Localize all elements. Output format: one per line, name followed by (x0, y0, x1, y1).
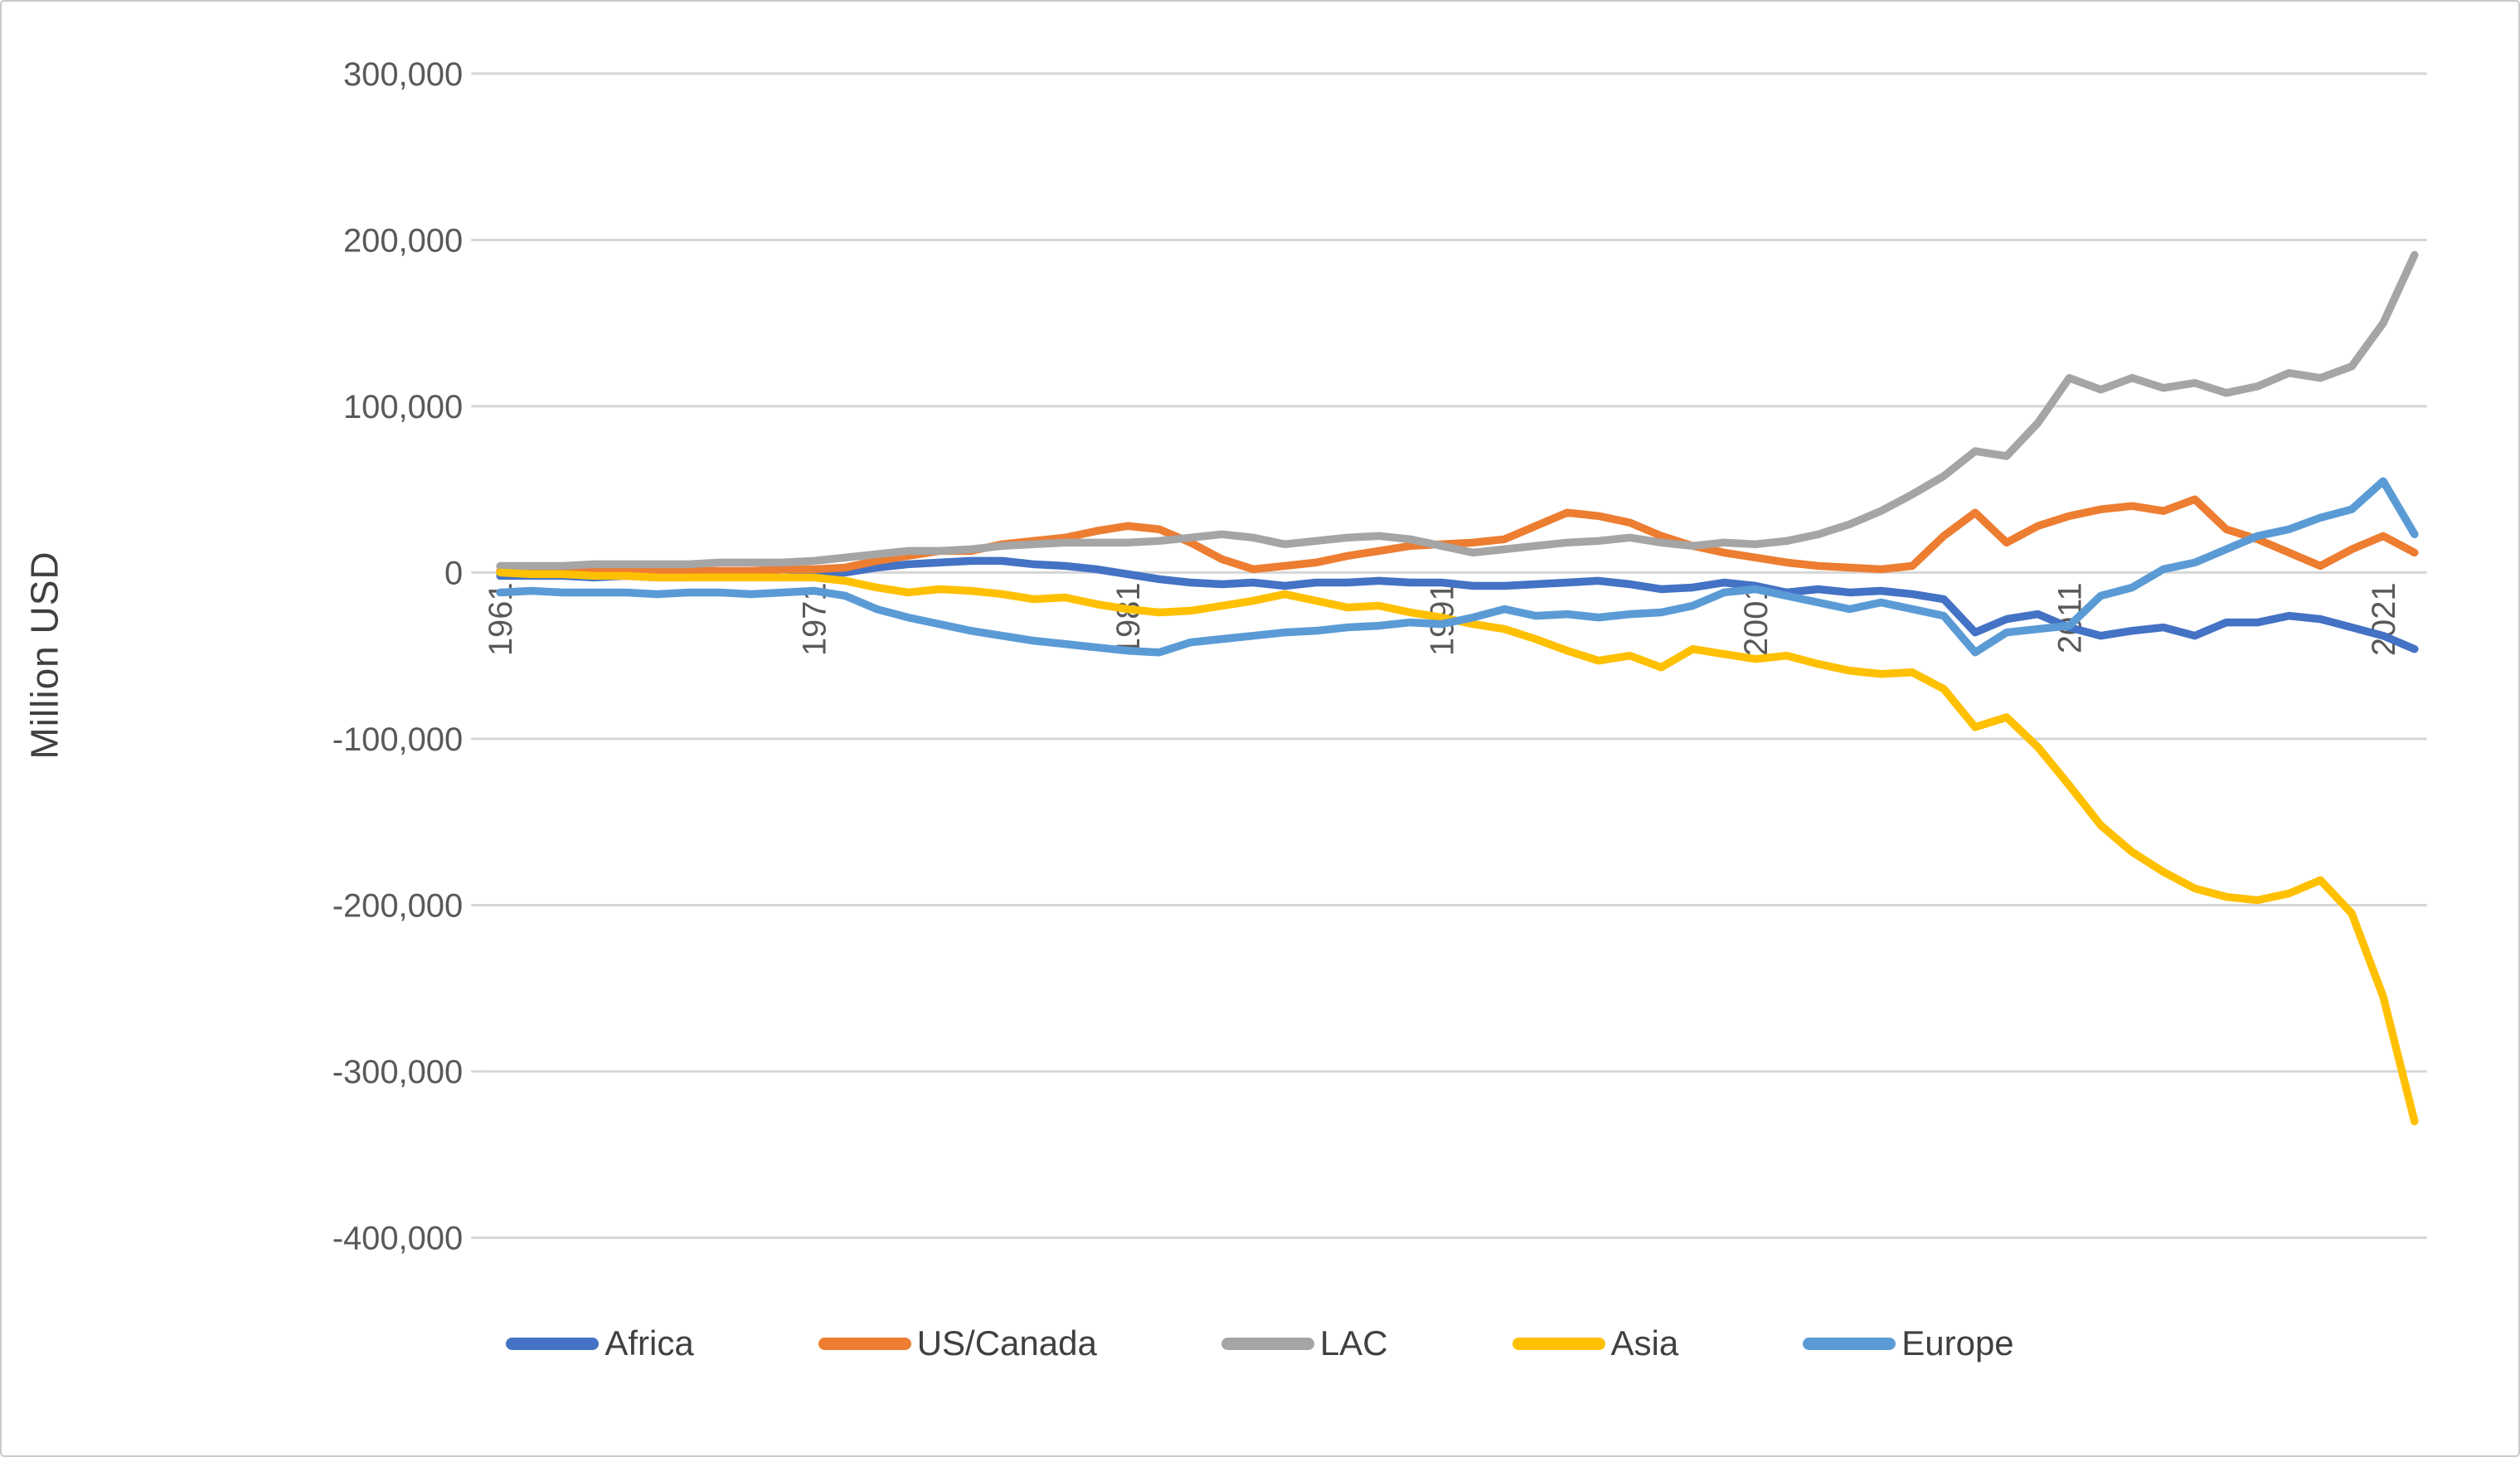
legend-item-us-canada: US/Canada (818, 1323, 1097, 1363)
y-axis-tick-label: 300,000 (343, 56, 463, 93)
series-line-europe (496, 477, 2419, 657)
legend-swatch (1803, 1337, 1896, 1350)
legend-swatch (1512, 1337, 1605, 1350)
legend-label: US/Canada (916, 1323, 1097, 1362)
legend-label: Europe (1901, 1323, 2014, 1362)
x-axis-tick-label: 1981 (1110, 582, 1147, 656)
y-axis-tick-label: 0 (444, 555, 463, 591)
y-axis-title-text: Million USD (23, 551, 67, 760)
legend-item-asia: Asia (1512, 1323, 1679, 1363)
legend-item-europe: Europe (1803, 1323, 2014, 1363)
legend-swatch (818, 1337, 911, 1350)
legend-swatch (506, 1337, 600, 1350)
legend-label: LAC (1319, 1323, 1388, 1362)
y-axis-tick-label: -100,000 (333, 721, 463, 758)
chart-legend: Africa US/Canada LAC Asia Europe (2, 1309, 2518, 1378)
y-axis-tick-label: 200,000 (343, 222, 463, 259)
legend-label: Africa (605, 1323, 694, 1362)
series-line-us-canada (496, 495, 2419, 576)
legend-item-lac: LAC (1221, 1323, 1388, 1363)
legend-label: Asia (1610, 1323, 1679, 1362)
y-axis-tick-label: -400,000 (333, 1221, 463, 1257)
legend-swatch (1221, 1337, 1314, 1350)
legend-item-africa: Africa (506, 1323, 694, 1363)
series-line-lac (496, 250, 2419, 571)
y-axis-tick-label: -300,000 (333, 1054, 463, 1090)
y-axis-tick-label: -200,000 (333, 887, 463, 924)
y-axis-tick-label: 100,000 (343, 389, 463, 425)
